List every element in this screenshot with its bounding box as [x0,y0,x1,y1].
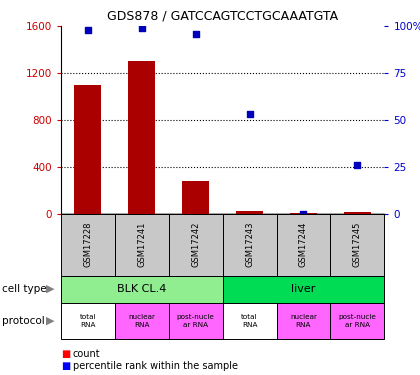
Bar [182,181,209,214]
Point [300,211,307,217]
Bar [344,212,371,214]
Point [192,31,199,37]
Text: percentile rank within the sample: percentile rank within the sample [73,362,238,371]
Text: total
RNA: total RNA [241,314,258,328]
Text: BLK CL.4: BLK CL.4 [117,284,166,294]
Text: ▶: ▶ [46,284,55,294]
Bar [236,211,263,214]
Title: GDS878 / GATCCAGTCCTGCAAATGTA: GDS878 / GATCCAGTCCTGCAAATGTA [107,9,338,22]
Text: ▶: ▶ [46,316,55,326]
Text: nuclear
RNA: nuclear RNA [128,314,155,328]
Text: post-nucle
ar RNA: post-nucle ar RNA [339,314,376,328]
Text: ■: ■ [61,349,70,358]
Text: cell type: cell type [2,284,47,294]
Text: protocol: protocol [2,316,45,326]
Text: liver: liver [291,284,316,294]
Bar [74,85,101,214]
Text: GSM17245: GSM17245 [353,222,362,267]
Point [84,27,91,33]
Text: GSM17228: GSM17228 [83,222,92,267]
Text: nuclear
RNA: nuclear RNA [290,314,317,328]
Text: post-nucle
ar RNA: post-nucle ar RNA [177,314,215,328]
Text: GSM17241: GSM17241 [137,222,146,267]
Text: GSM17242: GSM17242 [191,222,200,267]
Text: GSM17244: GSM17244 [299,222,308,267]
Point [246,111,253,117]
Text: count: count [73,349,100,358]
Text: ■: ■ [61,362,70,371]
Text: GSM17243: GSM17243 [245,222,254,267]
Bar [128,62,155,214]
Text: total
RNA: total RNA [80,314,96,328]
Point [139,25,145,31]
Bar [290,213,317,214]
Point [354,162,361,168]
